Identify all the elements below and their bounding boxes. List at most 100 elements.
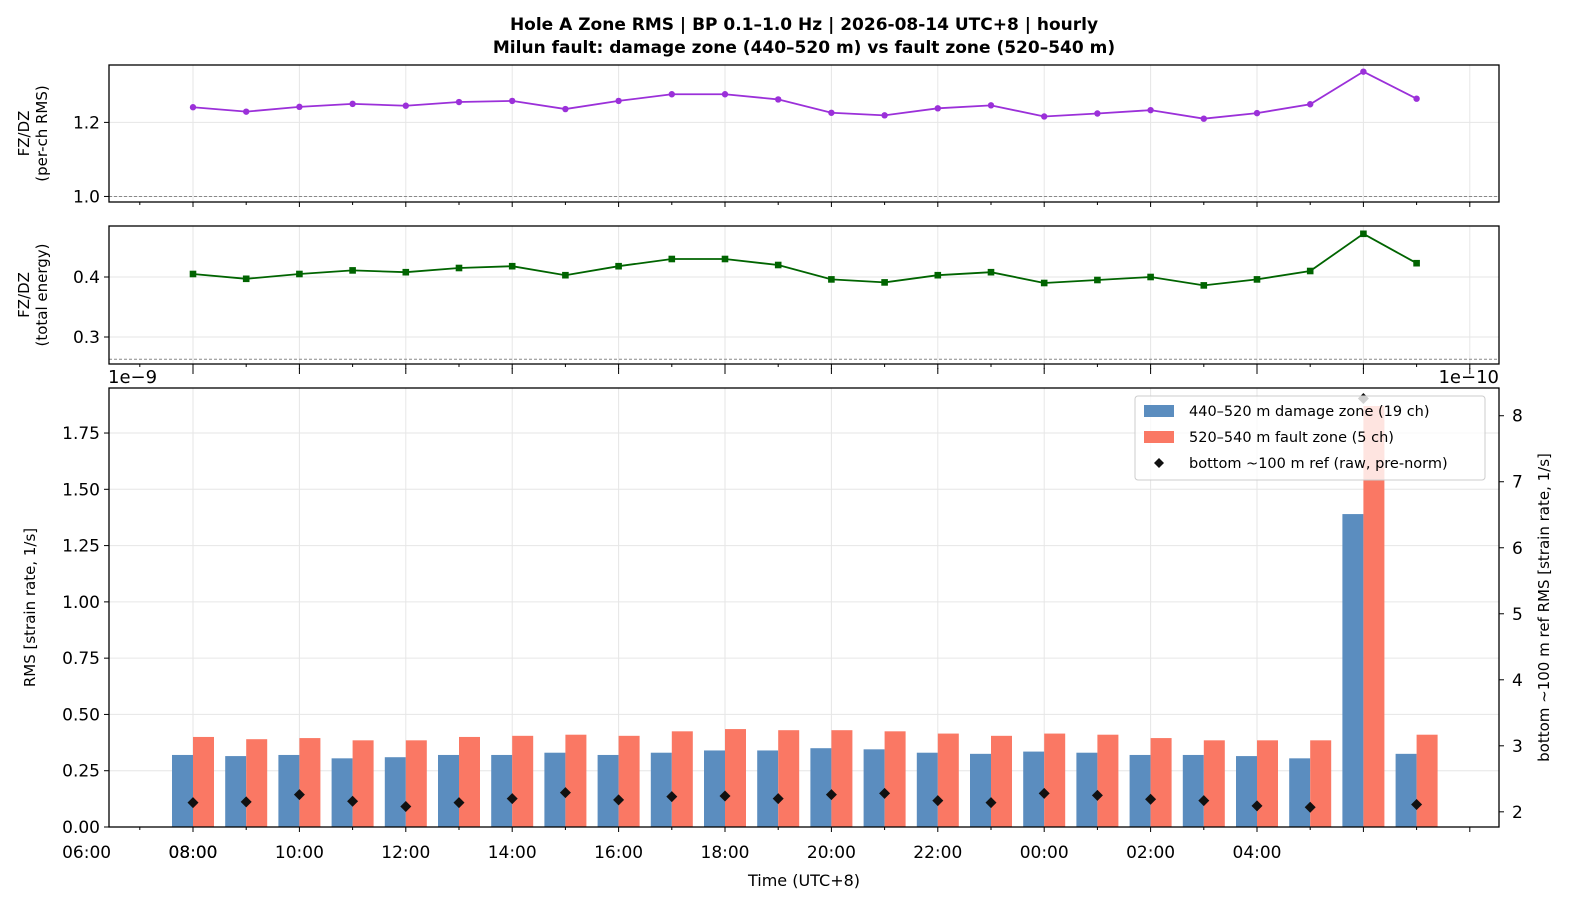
damage-zone-bar [438, 754, 459, 827]
reference-marker [400, 801, 412, 813]
ratio-point [1253, 276, 1261, 283]
legend-label: bottom ~100 m ref (raw, pre-norm) [1189, 456, 1448, 472]
damage-zone-bar [1236, 756, 1257, 827]
x-tick-label: 08:00 [169, 843, 218, 863]
ratio-point [1413, 95, 1420, 102]
reference-marker [453, 797, 465, 809]
damage-zone-bar [544, 752, 566, 827]
x-tick-label: 22:00 [913, 843, 962, 863]
reference-marker [347, 795, 359, 807]
damage-zone-bar [970, 753, 991, 827]
reference-marker [1411, 799, 1423, 811]
ratio-point [562, 271, 569, 279]
damage-zone-bar [225, 756, 247, 827]
y-axis-label-sub: (per-ch RMS) [33, 85, 51, 181]
damage-zone-bar [597, 754, 619, 827]
ratio-point [1040, 279, 1048, 287]
ratio-point [1041, 113, 1048, 120]
legend-label: 520–540 m fault zone (5 ch) [1189, 430, 1394, 446]
ratio-point [721, 91, 729, 98]
y-axis-label-sub: (total energy) [33, 243, 51, 346]
ratio-point [934, 271, 942, 279]
fault-zone-bar [778, 730, 800, 827]
fault-zone-bar [1416, 734, 1438, 827]
ratio-point [1200, 115, 1208, 122]
reference-marker [1198, 795, 1210, 807]
fault-zone-bar [991, 735, 1012, 827]
x-tick-label: 04:00 [1233, 843, 1282, 863]
ratio-point [349, 100, 356, 108]
ratio-point [1094, 110, 1101, 117]
damage-zone-bar [810, 748, 832, 827]
y-tick-label: 0.50 [62, 705, 100, 725]
ratio-total-energy-panel: 0.3 0.4 FZ/DZ (total energy) [15, 225, 1500, 369]
y-axis-label: FZ/DZ [15, 272, 33, 318]
right-y-tick-label: 5 [1512, 605, 1523, 625]
legend-box [1134, 395, 1486, 481]
right-axis-offset-label: 1e−10 [1438, 367, 1499, 388]
ratio-point [243, 108, 250, 115]
ratio-point [1360, 68, 1367, 75]
x-tick-label: 16:00 [594, 843, 643, 863]
ratio-point [509, 97, 516, 105]
ratio-point [615, 262, 622, 270]
reference-marker [666, 791, 678, 803]
y-axis-label: FZ/DZ [15, 111, 33, 157]
fault-zone-bar [299, 738, 321, 827]
fault-zone-bar [512, 735, 534, 827]
fault-zone-bar [565, 734, 587, 827]
reference-marker [240, 796, 252, 808]
right-y-tick-label: 3 [1512, 737, 1523, 757]
reference-marker [1091, 789, 1103, 801]
right-y-tick-label: 6 [1512, 539, 1523, 559]
right-y-tick-label: 7 [1512, 473, 1523, 493]
right-y-tick-label: 4 [1512, 671, 1523, 691]
fault-zone-bar [671, 731, 693, 827]
x-tick-label: 10:00 [275, 843, 324, 863]
fault-zone-bar [459, 736, 480, 827]
y-tick-label: 1.75 [62, 424, 100, 444]
fault-zone-bar [618, 735, 640, 827]
ratio-point [1200, 282, 1208, 289]
fault-zone-bar [1150, 738, 1172, 827]
x-tick-label: 08:00 [169, 843, 218, 863]
ratio-point [881, 112, 888, 119]
legend-swatch [1144, 405, 1174, 417]
ratio-point [1253, 109, 1261, 117]
right-y-tick-label: 8 [1512, 407, 1523, 427]
fault-zone-bar [352, 740, 374, 827]
ratio-point [1360, 230, 1367, 238]
damage-zone-bar [863, 749, 885, 827]
x-axis-label: Time (UTC+8) [747, 871, 860, 890]
y-tick-label: 0.3 [73, 328, 100, 348]
fault-zone-bar [1203, 740, 1225, 827]
damage-zone-bar [1129, 754, 1151, 827]
panel-frame [108, 225, 1500, 365]
ratio-point [296, 270, 303, 278]
title-line-2: Milun fault: damage zone (440–520 m) vs … [493, 38, 1115, 58]
right-y-tick-label: 2 [1512, 803, 1523, 823]
damage-zone-bar [1182, 754, 1204, 827]
ratio-point [1413, 259, 1420, 267]
legend-marker [1154, 458, 1164, 468]
y-tick-label: 0.00 [62, 818, 100, 838]
ratio-point [1307, 101, 1314, 108]
ratio-point [1147, 273, 1154, 281]
ratio-point [455, 98, 463, 106]
fault-zone-bar [725, 729, 746, 827]
x-tick-label: 14:00 [488, 843, 537, 863]
damage-zone-bar [650, 752, 672, 827]
ratio-point [987, 102, 995, 109]
legend-swatch [1144, 431, 1174, 443]
damage-zone-bar [704, 750, 725, 827]
y-tick-label: 1.0 [73, 187, 100, 207]
damage-zone-bar [757, 750, 779, 827]
ratio-point [242, 275, 250, 283]
ratio-point [402, 268, 410, 276]
ratio-point [615, 97, 622, 105]
ratio-point [189, 104, 197, 111]
fault-zone-bar [1310, 740, 1332, 827]
panel-frame [108, 387, 1500, 828]
y-tick-label: 0.4 [73, 268, 100, 288]
